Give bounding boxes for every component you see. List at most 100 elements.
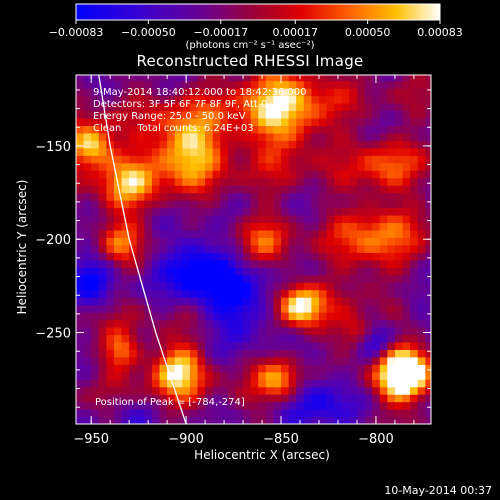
heatmap-cell xyxy=(235,155,244,164)
heatmap-cell xyxy=(356,341,366,350)
heatmap-cell xyxy=(106,125,115,134)
heatmap-cell xyxy=(281,416,290,424)
heatmap-cell xyxy=(288,75,297,82)
heatmap-cell xyxy=(387,229,396,238)
heatmap-cell xyxy=(136,341,145,350)
heatmap-cell xyxy=(167,147,176,156)
heatmap-cell xyxy=(83,282,92,291)
heatmap-cell xyxy=(106,394,115,403)
heatmap-cell xyxy=(311,274,320,283)
heatmap-cell xyxy=(311,192,320,201)
heatmap-cell xyxy=(76,102,85,112)
heatmap-cell xyxy=(189,155,199,164)
heatmap-cell xyxy=(318,371,328,380)
heatmap-cell xyxy=(417,252,426,261)
heatmap-cell xyxy=(364,117,373,126)
heatmap-cell xyxy=(197,170,206,179)
heatmap-cell xyxy=(356,147,366,156)
heatmap-cell xyxy=(159,125,168,134)
heatmap-cell xyxy=(364,289,373,298)
heatmap-cell xyxy=(311,341,320,350)
heatmap-cell xyxy=(136,88,145,97)
heatmap-cell xyxy=(394,88,404,97)
heatmap-cell xyxy=(83,147,92,156)
heatmap-cell xyxy=(106,386,115,395)
heatmap-cell xyxy=(265,88,275,97)
heatmap-cell xyxy=(189,95,199,104)
heatmap-cell xyxy=(265,162,275,171)
heatmap-cell xyxy=(296,386,305,395)
heatmap-cell xyxy=(326,95,335,104)
heatmap-cell xyxy=(273,326,282,336)
heatmap-cell xyxy=(174,259,183,268)
heatmap-cell xyxy=(318,132,328,141)
heatmap-cell xyxy=(250,267,259,276)
heatmap-cell xyxy=(311,364,320,373)
heatmap-cell xyxy=(205,132,214,141)
heatmap-cell xyxy=(182,200,191,209)
heatmap-cell xyxy=(159,312,168,321)
heatmap-cell xyxy=(159,267,168,276)
heatmap-cell xyxy=(425,371,431,380)
heatmap-cell xyxy=(379,170,388,179)
heatmap-cell xyxy=(205,326,214,336)
heatmap-cell xyxy=(121,185,130,194)
heatmap-cell xyxy=(402,409,411,418)
heatmap-cell xyxy=(83,386,92,395)
heatmap-cell xyxy=(167,267,176,276)
heatmap-cell xyxy=(212,155,221,164)
heatmap-cell xyxy=(311,80,320,89)
heatmap-cell xyxy=(303,214,313,224)
heatmap-cell xyxy=(379,102,388,112)
heatmap-cell xyxy=(364,75,373,82)
heatmap-cell xyxy=(197,237,206,246)
heatmap-cell xyxy=(364,125,373,134)
heatmap-cell xyxy=(113,237,123,246)
heatmap-cell xyxy=(288,259,297,268)
heatmap-cell xyxy=(159,326,168,336)
heatmap-cell xyxy=(318,185,328,194)
heatmap-cell xyxy=(167,259,176,268)
heatmap-cell xyxy=(106,95,115,104)
heatmap-cell xyxy=(281,371,290,380)
heatmap-cell xyxy=(113,192,123,201)
heatmap-cell xyxy=(83,267,92,276)
heatmap-cell xyxy=(205,379,214,388)
heatmap-cell xyxy=(341,244,350,253)
heatmap-cell xyxy=(227,274,237,283)
heatmap-cell xyxy=(83,364,92,373)
heatmap-cell xyxy=(98,326,107,336)
heatmap-cell xyxy=(265,222,275,231)
heatmap-cell xyxy=(212,244,221,253)
heatmap-cell xyxy=(220,341,229,350)
heatmap-cell xyxy=(258,88,267,97)
heatmap-cell xyxy=(394,334,404,343)
heatmap-cell xyxy=(356,364,366,373)
heatmap-cell xyxy=(334,341,343,350)
heatmap-cell xyxy=(387,401,396,410)
heatmap-cell xyxy=(129,177,138,186)
heatmap-cell xyxy=(243,371,252,380)
heatmap-cell xyxy=(159,364,168,373)
heatmap-cell xyxy=(349,110,358,119)
heatmap-cell xyxy=(410,125,419,134)
heatmap-cell xyxy=(98,177,107,186)
heatmap-cell xyxy=(356,409,366,418)
heatmap-cell xyxy=(394,244,404,253)
heatmap-cell xyxy=(349,244,358,253)
heatmap-cell xyxy=(258,229,267,238)
heatmap-cell xyxy=(243,95,252,104)
heatmap-cell xyxy=(113,110,123,119)
heatmap-cell xyxy=(227,244,237,253)
heatmap-cell xyxy=(288,401,297,410)
heatmap-cell xyxy=(212,237,221,246)
heatmap-cell xyxy=(311,170,320,179)
heatmap-cell xyxy=(379,304,388,313)
heatmap-cell xyxy=(364,304,373,313)
heatmap-cell xyxy=(379,282,388,291)
heatmap-cell xyxy=(235,409,244,418)
heatmap-cell xyxy=(144,274,153,283)
heatmap-cell xyxy=(288,88,297,97)
heatmap-cell xyxy=(288,125,297,134)
heatmap-cell xyxy=(121,334,130,343)
